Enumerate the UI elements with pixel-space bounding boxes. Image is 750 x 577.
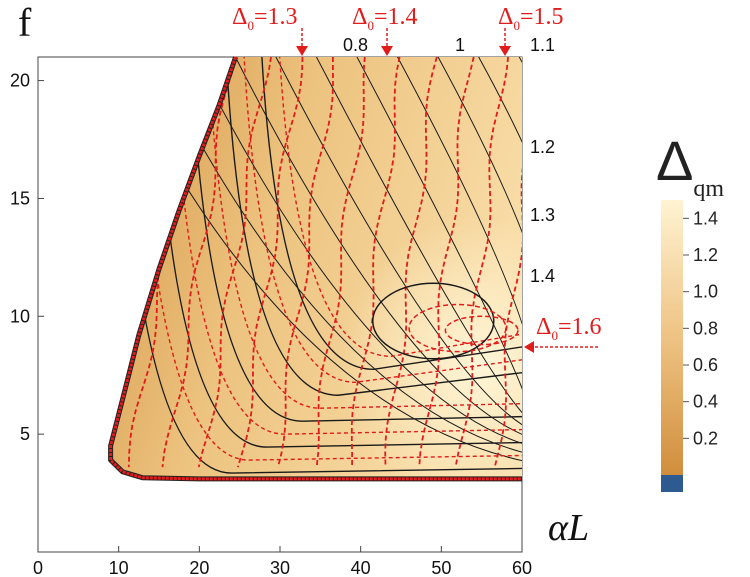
contour-peak bbox=[408, 303, 507, 353]
filled-region bbox=[110, 57, 522, 479]
x-tick-label: 50 bbox=[431, 558, 451, 577]
contour-dashed bbox=[454, 57, 509, 468]
y-axis-label: f bbox=[18, 0, 32, 45]
colorbar-tick-label: 1.4 bbox=[693, 208, 718, 228]
region-boundary bbox=[108, 56, 522, 482]
x-axis-ticks: 0 10 20 30 40 50 60 bbox=[33, 546, 532, 577]
x-axis-label: αL bbox=[548, 507, 589, 549]
contour-solid bbox=[259, 57, 522, 371]
colorbar-tick-label: 0.4 bbox=[693, 392, 718, 412]
x-tick-label: 0 bbox=[33, 558, 43, 577]
contour-dashed bbox=[277, 57, 522, 358]
contour-solid bbox=[344, 57, 522, 414]
contour-solid bbox=[424, 57, 522, 397]
contour-solid bbox=[384, 57, 522, 405]
colorbar-gradient bbox=[661, 200, 683, 475]
colorbar-tick-label: 0.2 bbox=[693, 428, 718, 448]
red-annotations: Δ0=1.3 Δ0=1.4 Δ0=1.5 Δ0=1.6 bbox=[232, 4, 601, 343]
annotation-delta-1.6: Δ0=1.6 bbox=[536, 314, 601, 343]
colorbar-label: Δqm bbox=[656, 129, 724, 202]
contour-dashed bbox=[315, 57, 366, 468]
contour-solid bbox=[465, 57, 522, 389]
contour-solid bbox=[303, 57, 522, 422]
contour-label-1: 1 bbox=[455, 35, 465, 55]
colorbar: Δqm 0.2 0.4 0.6 0.8 1.0 1.2 1.4 bbox=[656, 129, 724, 492]
annotation-delta-1.5: Δ0=1.5 bbox=[498, 4, 563, 33]
contour-label-1.3: 1.3 bbox=[530, 205, 555, 225]
contour-dashed bbox=[277, 57, 334, 468]
annotation-arrows bbox=[296, 28, 598, 353]
region-highlight bbox=[110, 57, 522, 479]
contour-dashed bbox=[535, 57, 572, 467]
x-tick-label: 20 bbox=[189, 558, 209, 577]
contour-dashed bbox=[161, 57, 238, 468]
colorbar-tick-label: 0.6 bbox=[693, 355, 718, 375]
contour-solid bbox=[223, 57, 522, 439]
contour-dashed bbox=[418, 57, 475, 468]
contour-dashed bbox=[237, 57, 304, 468]
x-tick-label: 60 bbox=[512, 558, 532, 577]
contour-label-0.8: 0.8 bbox=[343, 35, 368, 55]
boundary-red bbox=[109, 56, 522, 481]
contour-solid bbox=[182, 57, 522, 447]
colorbar-tick-label: 1.0 bbox=[693, 282, 718, 302]
colorbar-tick-label: 1.2 bbox=[693, 245, 718, 265]
contour-label-1.4: 1.4 bbox=[530, 266, 555, 286]
contour-solid bbox=[224, 57, 522, 396]
contour-dashed bbox=[197, 57, 272, 468]
y-tick-label: 5 bbox=[20, 424, 30, 444]
x-tick-label: 10 bbox=[109, 558, 129, 577]
contour-dashed bbox=[384, 57, 438, 468]
x-tick-label: 40 bbox=[351, 558, 371, 577]
contour-peak bbox=[372, 282, 495, 360]
contour-dashed bbox=[242, 57, 522, 383]
contour-solid bbox=[263, 57, 522, 430]
colorbar-tick-label: 0.8 bbox=[693, 318, 718, 338]
contour-label-1.1: 1.1 bbox=[530, 35, 555, 55]
colorbar-base bbox=[661, 475, 683, 492]
y-tick-label: 15 bbox=[10, 188, 30, 208]
contour-dashed bbox=[206, 57, 522, 409]
colorbar-ticks: 0.2 0.4 0.6 0.8 1.0 1.2 1.4 bbox=[683, 208, 718, 448]
contour-dashed bbox=[493, 57, 522, 468]
contour-labels: 0.8 1 1.1 1.2 1.3 1.4 bbox=[343, 35, 555, 286]
annotation-delta-1.4: Δ0=1.4 bbox=[352, 4, 417, 33]
x-tick-label: 30 bbox=[270, 558, 290, 577]
contour-label-1.2: 1.2 bbox=[530, 137, 555, 157]
annotation-delta-1.3: Δ0=1.3 bbox=[232, 4, 297, 33]
y-tick-label: 10 bbox=[10, 306, 30, 326]
y-tick-label: 20 bbox=[10, 71, 30, 91]
y-axis-ticks: 5 10 15 20 bbox=[10, 71, 44, 444]
contour-dashed bbox=[350, 57, 401, 468]
contour-peak bbox=[444, 315, 519, 346]
